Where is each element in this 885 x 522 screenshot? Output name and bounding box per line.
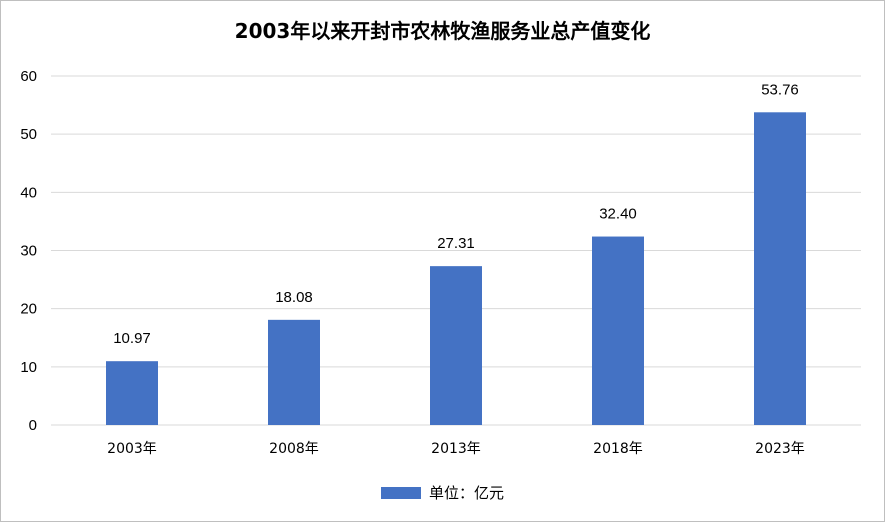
x-tick-label: 2018年 [593,441,643,457]
bar-chart: 0 10 20 30 40 50 60 10.97 2003年 18.08 2008年 27.31 20… [20,68,861,457]
bar [268,319,320,425]
y-tick-label: 60 [20,68,37,85]
y-tick-label: 10 [20,359,37,376]
bar [592,236,644,425]
legend-swatch [380,486,421,499]
bar [430,266,482,425]
bar [754,112,806,426]
legend: 单位：亿元 [1,482,884,503]
data-label: 27.31 [437,235,475,252]
y-tick-label: 50 [20,126,37,143]
y-tick-label: 30 [20,243,37,260]
data-label: 18.08 [275,289,313,306]
x-tick-label: 2023年 [755,441,805,457]
chart-title: 2003年以来开封市农林牧渔服务业总产值变化 [234,19,651,43]
data-label: 10.97 [113,330,151,347]
bar [106,361,158,425]
y-tick-label: 40 [20,184,37,201]
y-tick-label: 0 [29,417,37,434]
legend-label: 单位：亿元 [428,484,504,502]
data-label: 53.76 [761,81,799,98]
x-tick-label: 2013年 [431,441,481,457]
y-tick-label: 20 [20,301,37,318]
data-label: 32.40 [599,206,637,223]
x-tick-label: 2008年 [269,441,319,457]
x-tick-label: 2003年 [107,441,157,457]
